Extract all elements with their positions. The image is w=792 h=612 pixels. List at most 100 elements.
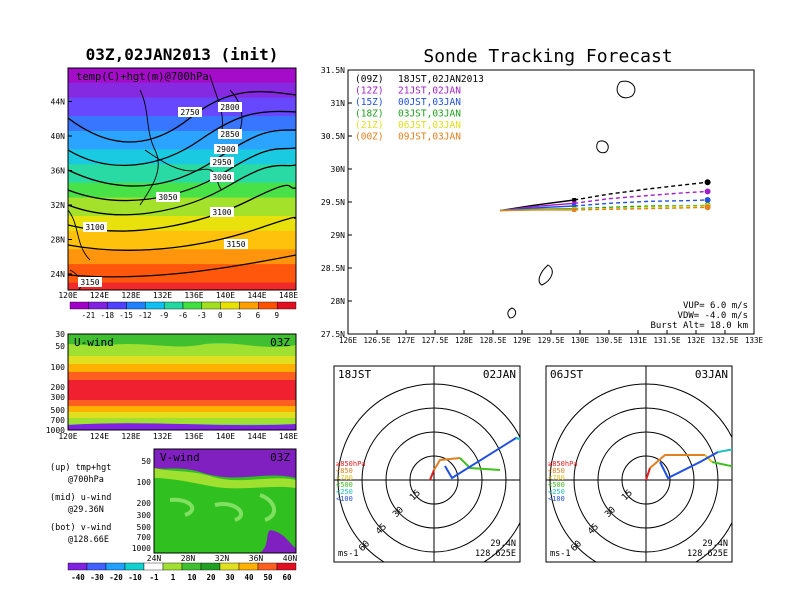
temp-band (68, 93, 296, 99)
island (538, 264, 553, 286)
temp-band (68, 275, 296, 280)
vwind-pressure-tick: 500 (137, 523, 152, 532)
temp-band (68, 230, 296, 236)
track-legend-time: 06JST,03JAN (398, 120, 461, 131)
hodograph-frame (333, 365, 521, 563)
track-legend-time: 03JST,03JAN (398, 109, 461, 120)
lon-tick-label: 140E (216, 291, 235, 300)
uwind-pressure-tick: 300 (51, 393, 66, 402)
temp-band (68, 186, 296, 191)
vwind-band (154, 449, 296, 478)
temp-band (68, 286, 296, 290)
hodograph-lon: 128.625E (687, 549, 728, 559)
temp-band (68, 208, 296, 213)
temp-band (68, 130, 296, 136)
panel-legend-line: (mid) u-wind (50, 493, 111, 503)
hodograph-time: 06JST (550, 368, 583, 381)
hodograph-trace (659, 451, 719, 480)
temp-band (68, 264, 296, 269)
uwind-pressure-tick: 500 (51, 406, 66, 415)
track-lon-tick: 131E (629, 336, 648, 345)
temp-colorbar-cell (220, 301, 240, 310)
wind-colorbar-cell (238, 562, 259, 571)
temp-band (68, 116, 296, 121)
track-lat-tick: 29N (331, 231, 346, 240)
uwind-pressure-tick: 700 (51, 416, 66, 425)
uwind-band (68, 344, 296, 357)
track-lon-tick: 130.5E (595, 336, 623, 345)
track-lat-tick: 31N (331, 99, 346, 108)
track-legend-code: (09Z) (355, 74, 384, 85)
hodograph-lat: 29.4N (702, 539, 728, 549)
track-lon-tick: 132.5E (711, 336, 739, 345)
uwind-section (68, 334, 296, 430)
track-lon-tick: 128E (455, 336, 474, 345)
hodograph-time: 18JST (338, 368, 371, 381)
hodograph-trace (649, 454, 705, 469)
temp-colorbar-tick: 0 (218, 311, 223, 320)
hodograph-trace (433, 457, 461, 471)
wind-colorbar-cell (105, 562, 126, 571)
contour-label: 2950 (212, 158, 231, 167)
vwind-band (169, 493, 276, 522)
vwind-frame (153, 448, 297, 554)
track-lon-tick: 131.5E (653, 336, 681, 345)
uwind-lon-tick: 132E (153, 432, 172, 441)
temp-band (68, 253, 296, 258)
vwind-lat-tick: 24N (147, 554, 162, 563)
temp-colorbar-cell (163, 301, 184, 310)
track-title: Sonde Tracking Forecast (423, 46, 672, 67)
wind-colorbar-tick: -1 (149, 573, 159, 582)
panel-legend-line: (bot) v-wind (50, 523, 111, 533)
wind-colorbar-cell (257, 562, 278, 571)
hodograph-unit: ms-1 (338, 549, 358, 559)
contour-label: 3150 (80, 278, 99, 287)
wind-colorbar-cell (219, 562, 240, 571)
temp-colorbar-tick: -21 (82, 311, 96, 320)
track-lat-tick: 30.5N (321, 132, 345, 141)
temp-band (68, 241, 296, 247)
wind-colorbar-tick: -10 (128, 573, 142, 582)
contour-label-bg (210, 172, 234, 182)
hodograph-level: <500 (548, 481, 565, 489)
temp-band (68, 153, 296, 158)
track-lon-tick: 129.5E (537, 336, 565, 345)
track-lat-tick: 29.5N (321, 198, 345, 207)
temp-colorbar-cell (145, 301, 165, 310)
temp-band (68, 197, 296, 202)
wind-colorbar-cell (200, 562, 221, 571)
contour-label: 3050 (158, 193, 177, 202)
track-legend-code: (15Z) (355, 97, 384, 108)
hodograph-level: <100 (336, 495, 353, 503)
track-lat-tick: 28N (331, 297, 346, 306)
temp-colorbar-tick: 6 (256, 311, 261, 320)
lon-tick-label: 120E (58, 291, 77, 300)
wind-colorbar-cell (276, 562, 297, 571)
temp-band (68, 156, 296, 162)
wind-colorbar-tick: 50 (263, 573, 273, 582)
lon-tick-label: 136E (184, 291, 203, 300)
lon-tick-label: 148E (279, 291, 298, 300)
temp-band (68, 164, 296, 169)
temp-band (68, 204, 296, 210)
track-lon-tick: 126.5E (363, 336, 391, 345)
track-line-dashed (574, 181, 708, 201)
uwind-pressure-tick: 50 (55, 342, 65, 351)
temp-colorbar-tick: -6 (178, 311, 188, 320)
track-lat-tick: 31.5N (321, 66, 345, 75)
temp-colorbar-cell (107, 301, 127, 310)
height-contour (68, 164, 296, 216)
hodograph-level: <500 (336, 481, 353, 489)
height-contour (68, 184, 296, 232)
uwind-pressure-tick: 100 (51, 363, 66, 372)
vwind-pressure-tick: 1000 (132, 544, 151, 553)
temp-band (68, 145, 296, 150)
hodograph-level: <850 (336, 467, 353, 475)
temp-band (68, 216, 296, 221)
lat-tick-label: 24N (51, 270, 66, 279)
hodograph-level: <700 (336, 474, 353, 482)
track-marker (572, 201, 577, 206)
hodograph-date: 02JAN (483, 368, 516, 381)
lon-tick-label: 124E (90, 291, 109, 300)
